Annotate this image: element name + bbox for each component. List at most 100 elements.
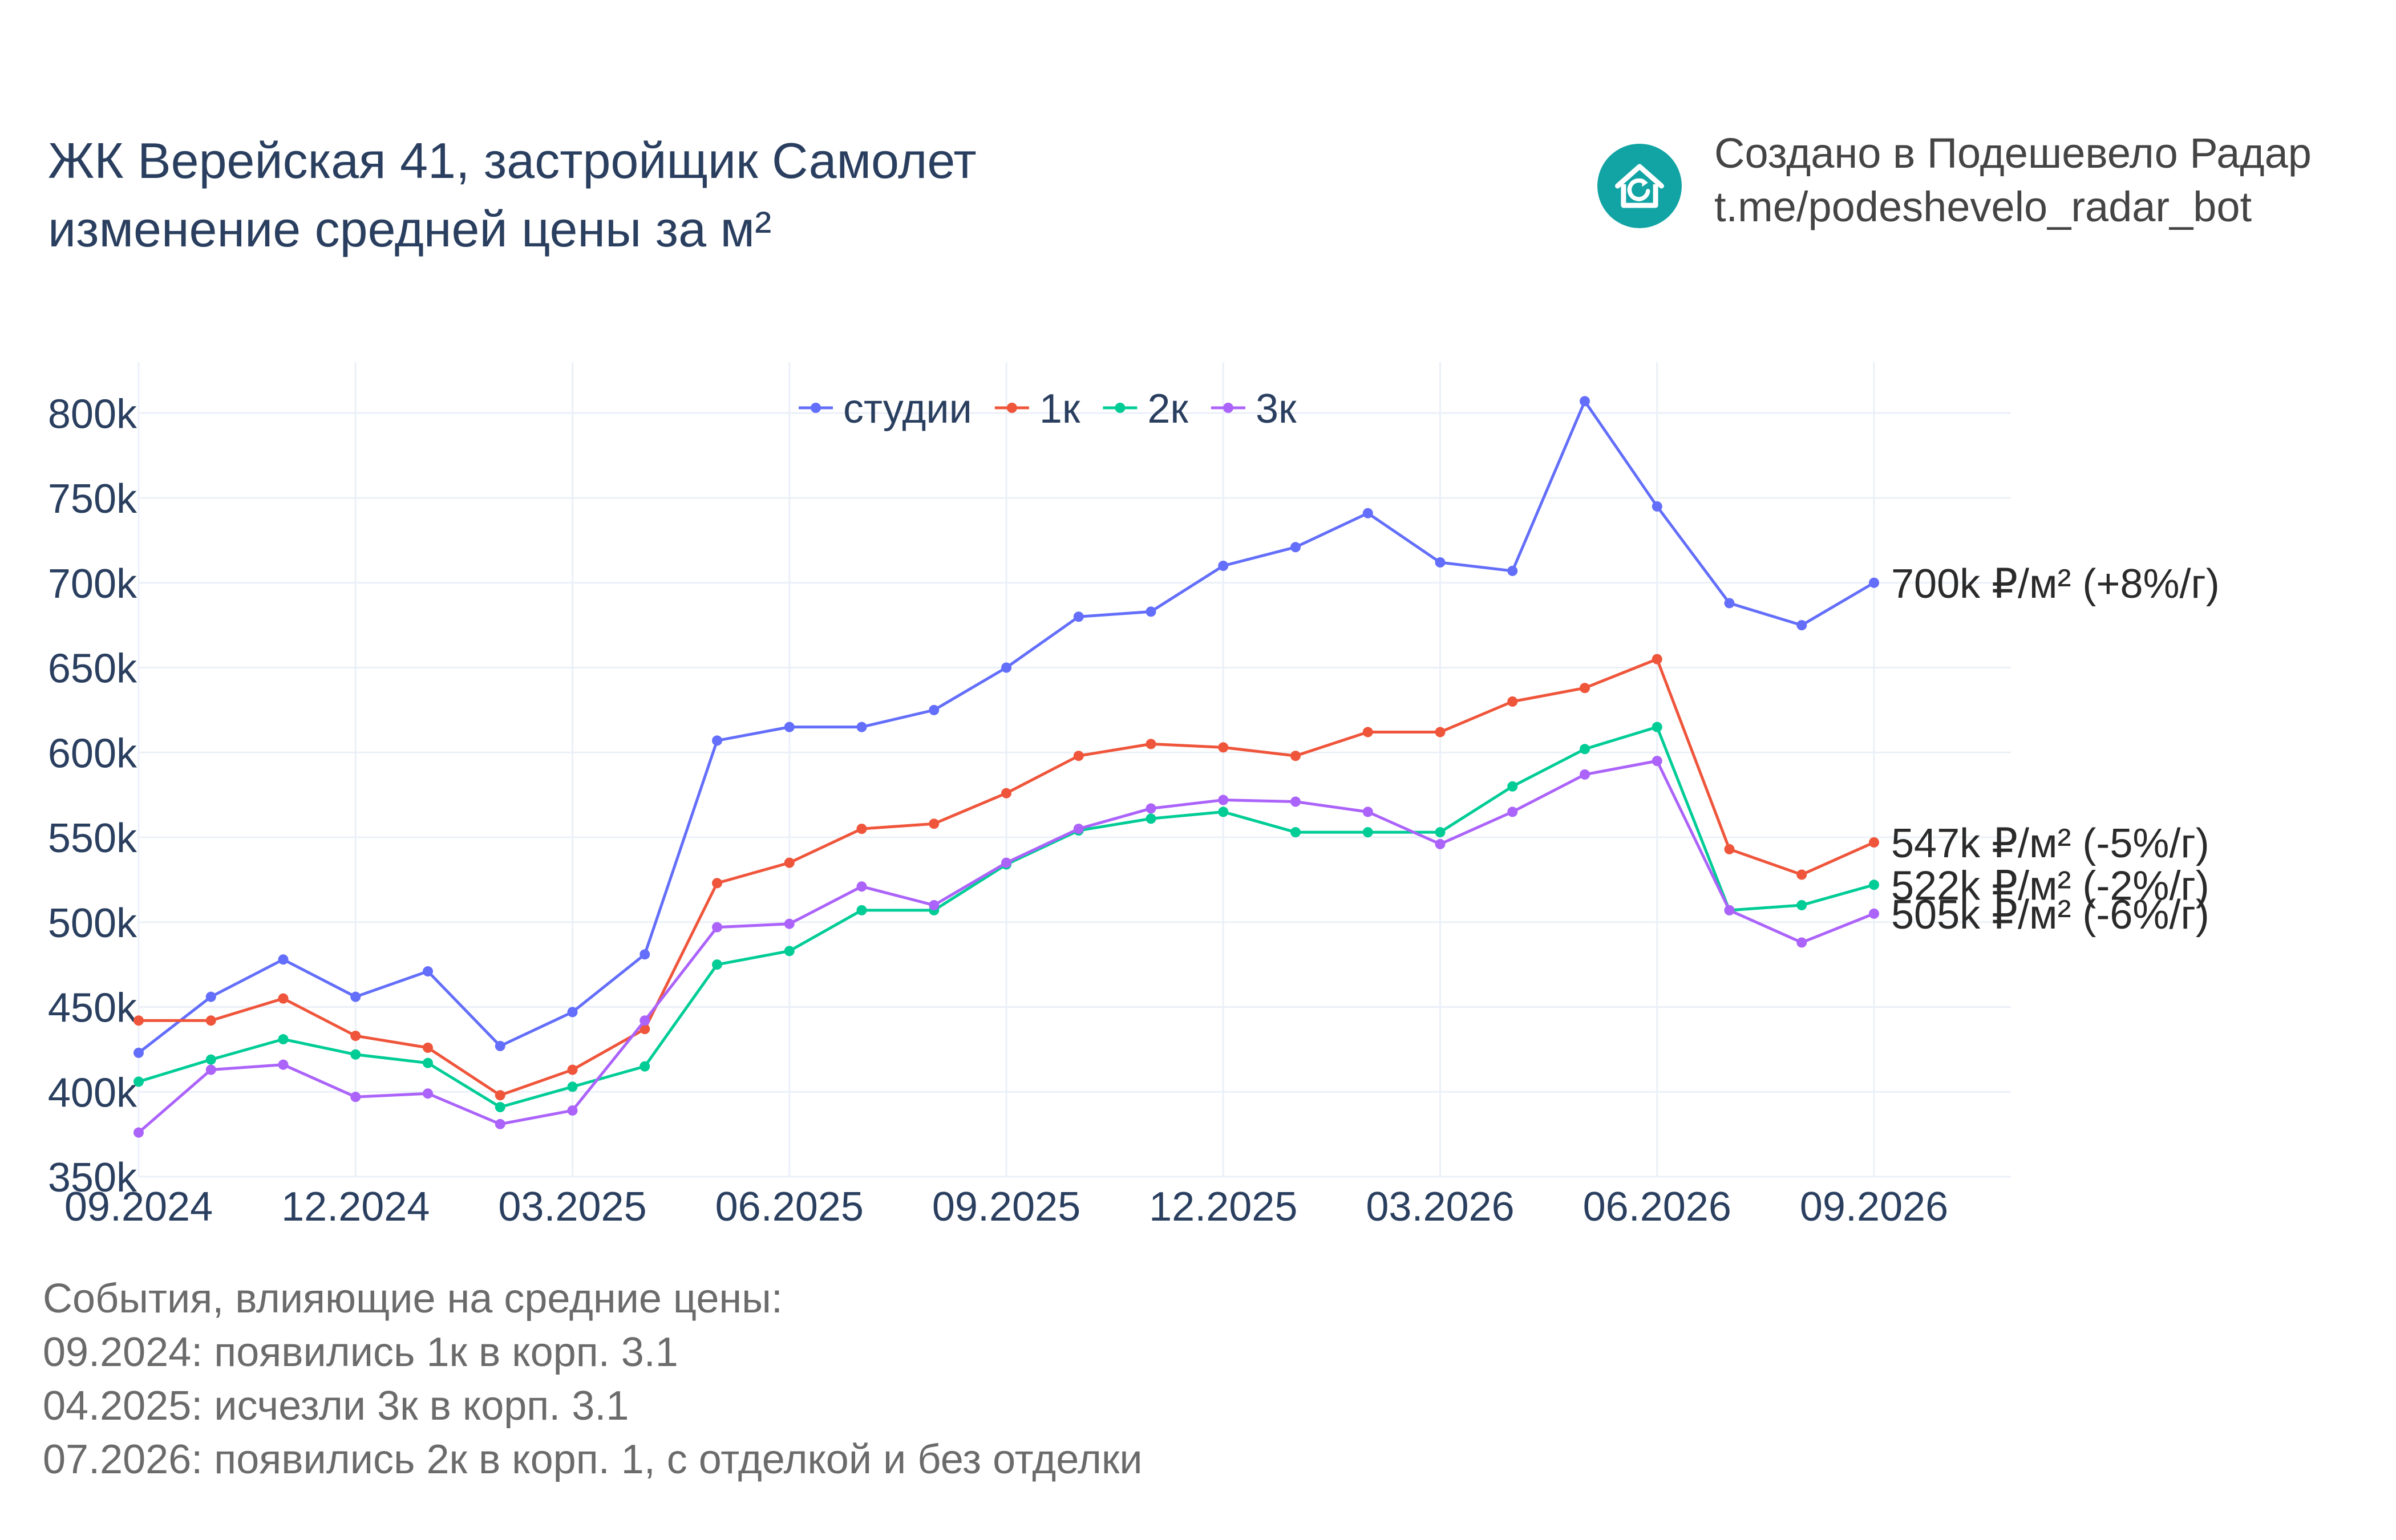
data-point — [278, 954, 289, 965]
data-point — [1362, 827, 1373, 838]
data-point — [567, 1081, 578, 1092]
data-point — [495, 1040, 505, 1051]
x-tick-label: 09.2025 — [932, 1184, 1080, 1230]
data-point — [1146, 606, 1156, 617]
data-point — [856, 824, 867, 834]
x-tick-label: 06.2026 — [1583, 1184, 1731, 1230]
data-point — [784, 722, 795, 732]
data-point — [1724, 905, 1735, 915]
legend-label: 1к — [1039, 386, 1080, 432]
data-point — [856, 881, 867, 892]
data-point — [205, 1064, 216, 1075]
data-point — [1580, 683, 1590, 694]
data-point — [495, 1090, 505, 1101]
legend-label: студии — [843, 386, 972, 432]
data-point — [350, 1049, 361, 1060]
legend-marker — [811, 403, 821, 413]
series-end-label: 700k ₽/м² (+8%/г) — [1891, 561, 2220, 607]
series-end-label: 547k ₽/м² (-5%/г) — [1891, 821, 2209, 866]
data-point — [423, 1057, 433, 1068]
data-point — [1724, 598, 1735, 609]
series-end-label: 505k ₽/м² (-6%/г) — [1891, 892, 2209, 938]
data-point — [1724, 844, 1735, 854]
data-point — [1796, 900, 1807, 910]
data-point — [1796, 937, 1807, 948]
data-point — [640, 1024, 650, 1035]
data-point — [1001, 788, 1011, 799]
data-point — [567, 1007, 578, 1018]
y-tick-label: 650k — [48, 646, 137, 692]
chart-title-line2: изменение средней цены за м² — [48, 201, 772, 257]
data-point — [1580, 396, 1590, 407]
data-point — [1290, 827, 1301, 838]
data-point — [929, 704, 940, 715]
data-point — [1435, 838, 1446, 849]
event-item: 09.2024: появились 1к в корп. 3.1 — [43, 1330, 678, 1375]
data-point — [495, 1118, 505, 1129]
data-point — [278, 1034, 289, 1045]
data-point — [784, 918, 795, 929]
y-tick-label: 600k — [48, 731, 137, 776]
data-point — [205, 1054, 216, 1065]
data-point — [133, 1047, 144, 1058]
data-point — [423, 1042, 433, 1053]
events-heading: События, влияющие на средние цены: — [43, 1276, 783, 1322]
data-point — [929, 818, 940, 829]
legend-marker — [1223, 403, 1233, 413]
brand-text: Создано в Подешевело Радар t.me/podeshev… — [1714, 127, 2312, 234]
data-point — [567, 1105, 578, 1116]
data-point — [1218, 561, 1229, 571]
data-point — [1073, 751, 1084, 761]
y-tick-label: 500k — [48, 901, 137, 946]
data-point — [1290, 542, 1301, 553]
y-tick-label: 750k — [48, 476, 137, 522]
data-point — [278, 1059, 289, 1070]
data-point — [856, 905, 867, 915]
data-point — [929, 900, 940, 910]
data-point — [567, 1064, 578, 1075]
data-point — [1652, 722, 1662, 732]
data-point — [1507, 696, 1518, 707]
data-point — [205, 1015, 216, 1026]
data-point — [1435, 727, 1446, 737]
data-point — [423, 966, 433, 977]
x-tick-label: 09.2024 — [64, 1184, 213, 1230]
data-point — [712, 735, 722, 746]
x-tick-label: 03.2026 — [1366, 1184, 1514, 1230]
data-point — [1580, 744, 1590, 755]
x-tick-label: 06.2025 — [715, 1184, 864, 1230]
legend-marker — [1006, 403, 1017, 413]
data-point — [1218, 795, 1229, 805]
data-point — [1362, 807, 1373, 817]
data-point — [1146, 803, 1156, 814]
data-point — [350, 1031, 361, 1041]
data-point — [1290, 796, 1301, 807]
event-item: 04.2025: исчезли 3к в корп. 3.1 — [43, 1383, 629, 1429]
brand-line1: Создано в Подешевело Радар — [1714, 129, 2312, 177]
y-tick-label: 800k — [48, 391, 137, 437]
data-point — [1146, 739, 1156, 749]
data-point — [350, 991, 361, 1002]
x-tick-label: 09.2026 — [1800, 1184, 1948, 1230]
brand-line2[interactable]: t.me/podeshevelo_radar_bot — [1714, 183, 2252, 230]
data-point — [1869, 837, 1879, 848]
data-point — [1507, 565, 1518, 576]
x-tick-label: 03.2025 — [498, 1184, 646, 1230]
data-point — [1652, 654, 1662, 664]
data-point — [1001, 662, 1011, 673]
data-point — [495, 1102, 505, 1113]
data-point — [205, 991, 216, 1002]
event-item: 07.2026: появились 2к в корп. 1, с отдел… — [43, 1437, 1143, 1482]
data-point — [133, 1015, 144, 1026]
data-point — [1001, 857, 1011, 868]
events-block: События, влияющие на средние цены: 09.20… — [43, 1272, 1143, 1486]
data-point — [1796, 869, 1807, 880]
chart-title-line1: ЖК Верейская 41, застройщик Самолет — [48, 132, 977, 189]
chart-title: ЖК Верейская 41, застройщик Самолет изме… — [48, 127, 977, 264]
data-point — [856, 722, 867, 732]
data-point — [640, 1061, 650, 1072]
data-point — [1796, 620, 1807, 631]
data-point — [784, 946, 795, 957]
data-point — [1869, 908, 1879, 919]
data-point — [1073, 611, 1084, 622]
